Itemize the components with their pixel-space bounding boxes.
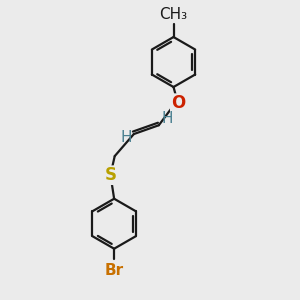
Text: S: S [105, 166, 117, 184]
Text: Br: Br [105, 263, 124, 278]
Text: CH₃: CH₃ [160, 7, 188, 22]
Text: H: H [121, 130, 132, 145]
Text: H: H [161, 111, 173, 126]
Text: O: O [171, 94, 185, 112]
